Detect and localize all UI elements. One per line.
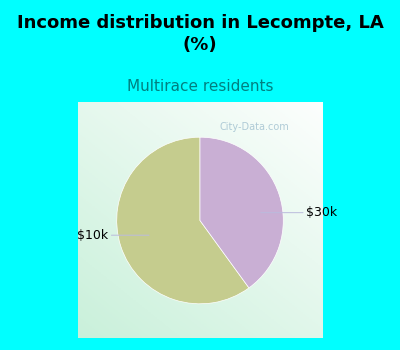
Text: $30k: $30k xyxy=(261,206,337,219)
Text: Income distribution in Lecompte, LA
(%): Income distribution in Lecompte, LA (%) xyxy=(17,14,383,54)
Text: City-Data.com: City-Data.com xyxy=(219,122,289,132)
Text: Multirace residents: Multirace residents xyxy=(127,79,273,94)
Wedge shape xyxy=(117,137,249,304)
Wedge shape xyxy=(200,137,283,288)
Text: $10k: $10k xyxy=(78,229,149,242)
